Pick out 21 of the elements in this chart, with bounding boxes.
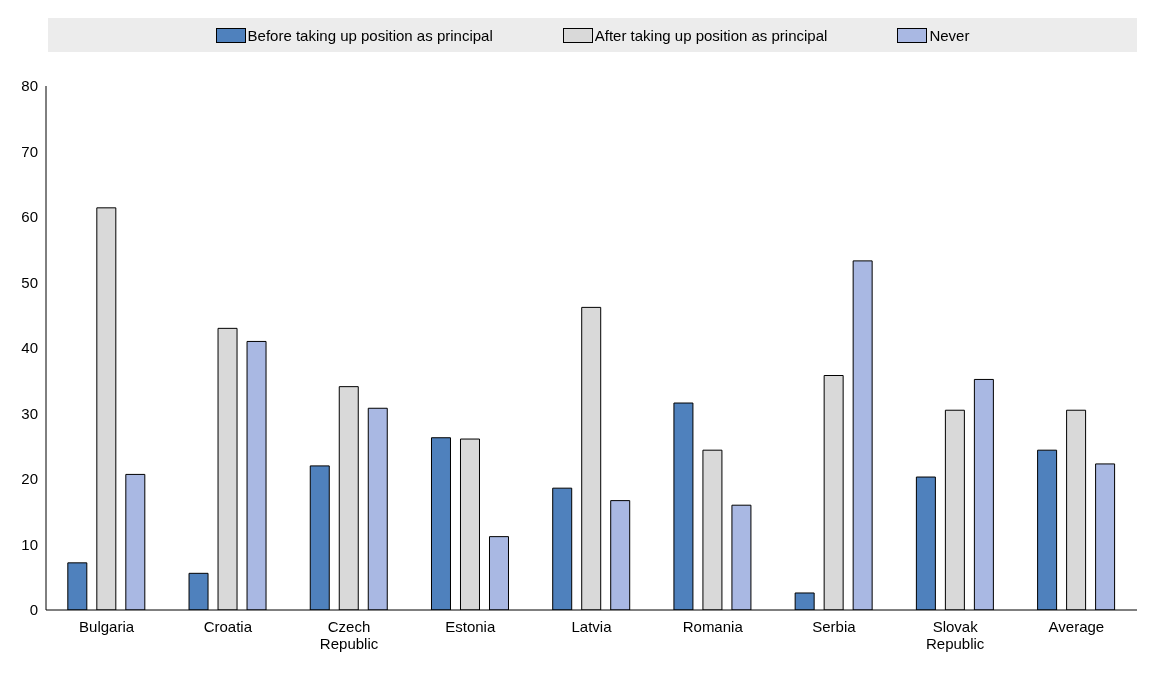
x-tick-label: Czech Republic xyxy=(319,618,379,652)
y-tick-label: 70 xyxy=(21,142,38,160)
x-tick-label: Estonia xyxy=(445,618,496,635)
legend-label: Before taking up position as principal xyxy=(247,26,493,44)
x-tick-label: Croatia xyxy=(203,618,253,635)
x-tick-label: Serbia xyxy=(812,618,857,635)
x-tick-label: Romania xyxy=(682,618,744,635)
legend-label: After taking up position as principal xyxy=(594,26,828,44)
x-tick-label: Slovak Republic xyxy=(925,618,985,652)
x-tick-label: Latvia xyxy=(571,618,613,635)
y-tick-label: 10 xyxy=(21,535,38,553)
y-tick-label: 60 xyxy=(21,208,38,226)
y-tick-label: 40 xyxy=(21,339,38,357)
legend-label: Never xyxy=(929,26,970,44)
x-tick-label: Average xyxy=(1048,618,1105,635)
x-tick-label: Bulgaria xyxy=(79,618,135,635)
y-tick-label: 80 xyxy=(21,77,38,95)
y-tick-label: 20 xyxy=(21,470,38,488)
y-tick-label: 50 xyxy=(21,273,38,291)
y-tick-label: 0 xyxy=(29,601,38,619)
y-tick-label: 30 xyxy=(21,404,38,422)
